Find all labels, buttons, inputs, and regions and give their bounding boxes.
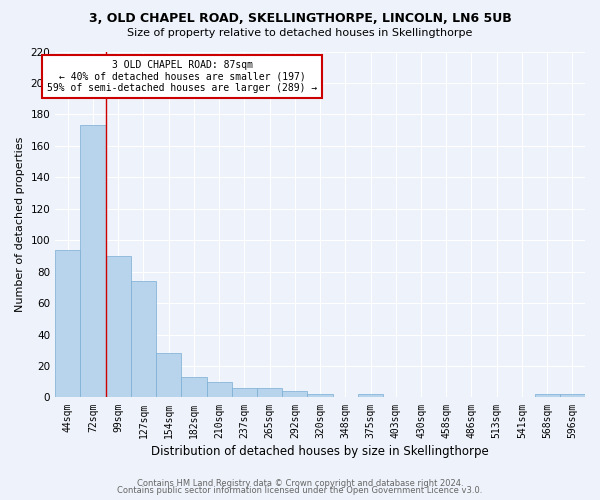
Bar — [106, 256, 131, 398]
Text: Contains HM Land Registry data © Crown copyright and database right 2024.: Contains HM Land Registry data © Crown c… — [137, 478, 463, 488]
Bar — [358, 394, 383, 398]
Bar — [257, 388, 282, 398]
Bar — [535, 394, 560, 398]
Text: Contains public sector information licensed under the Open Government Licence v3: Contains public sector information licen… — [118, 486, 482, 495]
Text: 3 OLD CHAPEL ROAD: 87sqm
← 40% of detached houses are smaller (197)
59% of semi-: 3 OLD CHAPEL ROAD: 87sqm ← 40% of detach… — [47, 60, 317, 94]
Bar — [80, 126, 106, 398]
Bar — [307, 394, 332, 398]
X-axis label: Distribution of detached houses by size in Skellingthorpe: Distribution of detached houses by size … — [151, 444, 489, 458]
Bar — [206, 382, 232, 398]
Text: 3, OLD CHAPEL ROAD, SKELLINGTHORPE, LINCOLN, LN6 5UB: 3, OLD CHAPEL ROAD, SKELLINGTHORPE, LINC… — [89, 12, 511, 26]
Bar — [560, 394, 585, 398]
Bar — [282, 391, 307, 398]
Bar — [131, 281, 156, 398]
Bar — [181, 377, 206, 398]
Bar — [156, 354, 181, 398]
Bar — [55, 250, 80, 398]
Y-axis label: Number of detached properties: Number of detached properties — [15, 137, 25, 312]
Text: Size of property relative to detached houses in Skellingthorpe: Size of property relative to detached ho… — [127, 28, 473, 38]
Bar — [232, 388, 257, 398]
